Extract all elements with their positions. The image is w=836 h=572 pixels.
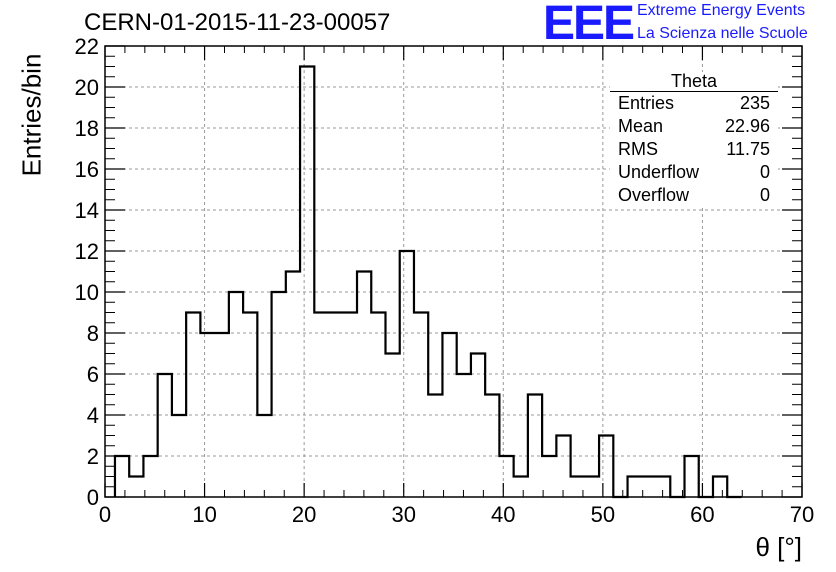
stats-row-overflow: Overflow 0	[610, 184, 778, 207]
y-tick-label: 18	[75, 116, 99, 141]
histogram-bin	[414, 313, 428, 498]
histogram-bin	[314, 313, 328, 498]
histogram-bin	[428, 395, 442, 498]
x-axis-title: θ [°]	[755, 532, 802, 562]
y-tick-label: 8	[87, 321, 99, 346]
run-title: CERN-01-2015-11-23-00057	[84, 9, 391, 36]
histogram-bin	[243, 313, 257, 498]
histogram-bin	[528, 395, 542, 498]
y-tick-label: 12	[75, 239, 99, 264]
histogram-bin	[371, 313, 385, 498]
histogram-bin	[385, 354, 399, 498]
histogram-bin	[158, 374, 172, 497]
histogram-bin	[143, 456, 157, 497]
x-tick-labels: 0 10 20 30 40 50 60 70	[99, 502, 814, 527]
stats-label: Mean	[618, 116, 664, 136]
x-tick-label: 50	[591, 502, 615, 527]
y-tick-label: 20	[75, 75, 99, 100]
stats-row-rms: RMS 11.75	[610, 138, 778, 161]
histogram-outline	[113, 65, 742, 499]
histogram-bin	[485, 395, 499, 498]
histogram-bin	[514, 477, 528, 498]
stats-label: Underflow	[618, 162, 700, 182]
y-tick-label: 4	[87, 403, 99, 428]
histogram-bin	[343, 313, 357, 498]
y-tick-label: 14	[75, 198, 99, 223]
histogram-bars	[113, 65, 742, 499]
stats-value: 22.96	[724, 116, 770, 136]
histogram-bin	[656, 477, 670, 498]
histogram-bin	[642, 477, 656, 498]
x-tick-label: 60	[690, 502, 714, 527]
x-tick-label: 0	[99, 502, 111, 527]
histogram-bin	[129, 477, 143, 498]
histogram-bin	[556, 436, 570, 498]
histogram-bin	[457, 374, 471, 497]
stats-label: RMS	[618, 139, 658, 159]
histogram-bin	[499, 456, 513, 497]
histogram-bin	[115, 456, 129, 497]
y-tick-label: 10	[75, 280, 99, 305]
y-tick-label: 0	[87, 485, 99, 510]
stats-label: Entries	[618, 93, 675, 113]
x-tick-label: 30	[391, 502, 415, 527]
stats-value: 0	[759, 185, 770, 205]
y-tick-labels: 0 2 4 6 8 10 12 14 16 18 20 22	[75, 34, 99, 510]
histogram-bin	[685, 456, 699, 497]
histogram-bin	[186, 313, 200, 498]
histogram-bin	[542, 456, 556, 497]
axis-ticks	[104, 45, 803, 498]
y-axis-title: Entries/bin	[16, 53, 47, 177]
stats-box: Theta Entries 235 Mean 22.96 RMS 11.75 U…	[610, 72, 778, 207]
histogram-bin	[272, 292, 286, 497]
histogram-bin	[300, 67, 314, 498]
histogram-bin	[713, 477, 727, 498]
x-tick-label: 40	[491, 502, 515, 527]
stats-value: 11.75	[726, 139, 770, 159]
histogram-bin	[628, 477, 642, 498]
histogram-bin	[357, 272, 371, 498]
histogram-bin	[471, 354, 485, 498]
y-tick-label: 22	[75, 34, 99, 59]
histogram-bin	[585, 477, 599, 498]
eee-logo: EEE	[543, 0, 635, 50]
y-tick-label: 16	[75, 157, 99, 182]
histogram-bin	[286, 272, 300, 498]
y-tick-label: 2	[87, 444, 99, 469]
stats-value: 235	[739, 93, 770, 113]
stats-row-entries: Entries 235	[610, 92, 778, 115]
y-tick-label: 6	[87, 362, 99, 387]
stats-row-underflow: Underflow 0	[610, 161, 778, 184]
stats-row-mean: Mean 22.96	[610, 115, 778, 138]
x-tick-label: 20	[292, 502, 316, 527]
stats-label: Overflow	[618, 185, 690, 205]
histogram-bin	[599, 436, 613, 498]
x-tick-label: 70	[790, 502, 814, 527]
x-tick-label: 10	[192, 502, 216, 527]
histogram-bin	[329, 313, 343, 498]
logo-subtitle-1: Extreme Energy Events	[637, 2, 806, 19]
stats-value: 0	[759, 162, 770, 182]
logo-subtitle-2: La Scienza nelle Scuole	[637, 25, 808, 42]
histogram-bin	[229, 292, 243, 497]
stats-title: Theta	[610, 72, 778, 92]
